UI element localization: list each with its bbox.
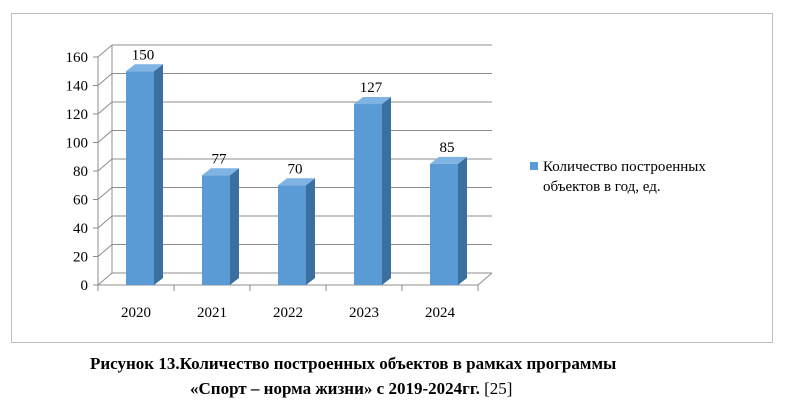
caption-program-name: «Спорт – норма жизни» с 2019-2024гг. [190, 379, 480, 398]
x-tick-label: 2023 [349, 305, 379, 321]
y-tick-label: 0 [81, 278, 89, 294]
y-tick-label: 120 [66, 107, 89, 123]
caption-line-1: Рисунок 13.Количество построенных объект… [90, 354, 617, 373]
y-tick-label: 20 [73, 250, 88, 266]
caption-reference: [25] [479, 379, 513, 398]
y-tick-label: 80 [73, 164, 88, 180]
bar-side [154, 64, 163, 285]
y-tick-label: 140 [66, 79, 89, 95]
bar [202, 175, 230, 285]
legend-swatch [530, 162, 538, 170]
data-label: 85 [440, 140, 455, 156]
bar [354, 104, 382, 286]
x-tick-label: 2020 [121, 305, 151, 321]
y-tick-label: 40 [73, 221, 88, 237]
bar-top [354, 97, 391, 105]
bar-top [202, 168, 239, 176]
legend-label: Количество построенных [543, 159, 706, 175]
x-tick-label: 2024 [425, 305, 456, 321]
floor-edge [477, 272, 493, 286]
bar [126, 71, 154, 285]
bar-side [306, 178, 315, 285]
data-label: 150 [132, 47, 155, 63]
legend-label: объектов в год, ед. [543, 179, 661, 195]
chart-frame: 0 20 40 60 80 100 120 140 160 2020 2021 2022 2023 202… [11, 13, 773, 343]
bar-side [382, 97, 391, 286]
y-tick-label: 160 [66, 50, 89, 66]
bar-side [458, 156, 467, 285]
y-tick-label: 60 [73, 193, 88, 209]
x-tick-label: 2021 [197, 305, 227, 321]
data-label: 77 [212, 151, 228, 167]
bar [430, 163, 458, 285]
bar-top [126, 64, 163, 72]
bar-chart: 0 20 40 60 80 100 120 140 160 2020 2021 2022 2023 202… [66, 44, 706, 321]
bar-top [278, 178, 315, 186]
bar [278, 185, 306, 285]
bar-side [230, 168, 239, 285]
data-label: 70 [288, 161, 303, 177]
data-label: 127 [360, 80, 383, 96]
caption-line-2: «Спорт – норма жизни» с 2019-2024гг. [25… [190, 377, 512, 401]
x-tick-label: 2022 [273, 305, 303, 321]
bar-top [430, 156, 467, 164]
y-tick-label: 100 [66, 136, 89, 152]
